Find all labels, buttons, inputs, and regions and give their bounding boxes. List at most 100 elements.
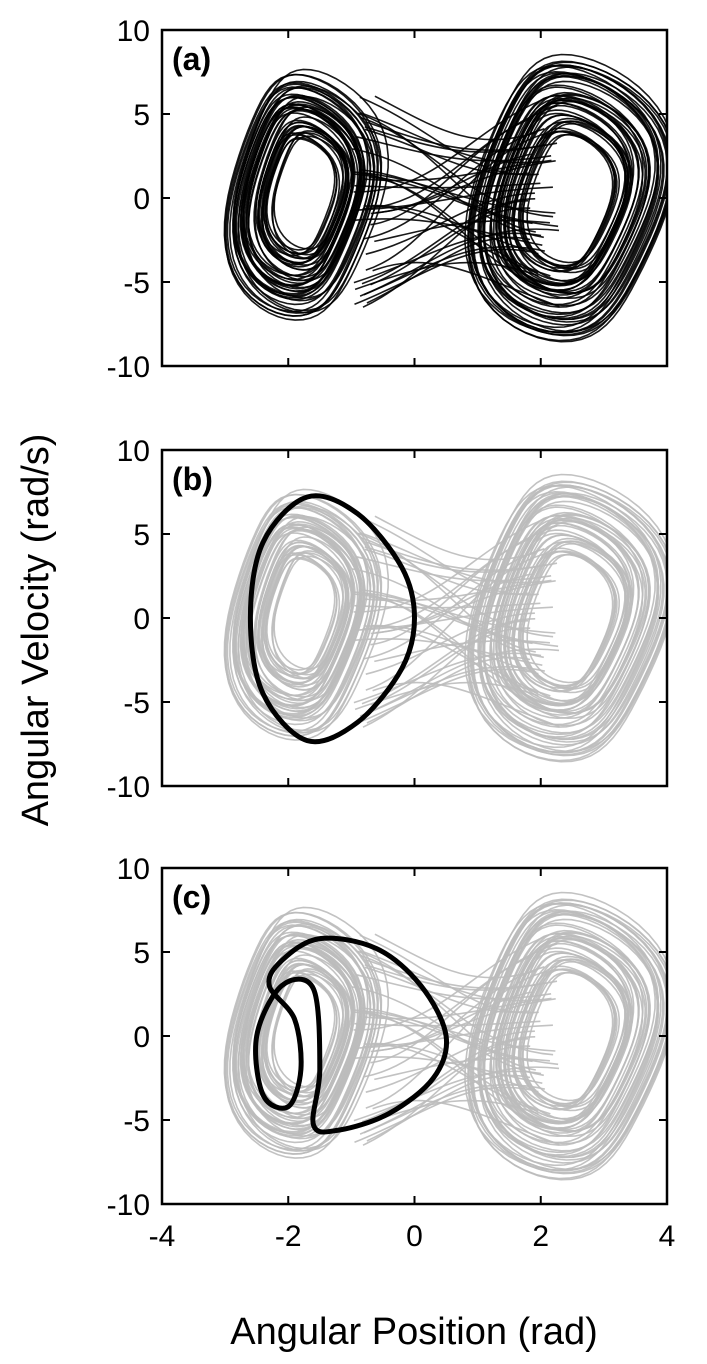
y-tick-label: -10 bbox=[107, 771, 150, 804]
attractor-trajectory bbox=[370, 627, 531, 706]
period-2-orbit bbox=[253, 935, 450, 1135]
panel-b: 10 5 0 -5 -10 (b) bbox=[107, 435, 669, 804]
attractor-trajectory bbox=[240, 526, 355, 706]
attractor-trajectory bbox=[351, 186, 553, 212]
attractor-trajectory bbox=[372, 1099, 560, 1146]
attractor-trajectory bbox=[370, 153, 531, 215]
attractor-trajectory bbox=[223, 73, 379, 317]
attractor-trajectory bbox=[360, 949, 552, 1002]
attractor-trajectory bbox=[370, 573, 531, 635]
attractor-trajectory bbox=[237, 505, 382, 732]
attractor-trajectory bbox=[504, 114, 630, 286]
x-tick-label: -2 bbox=[275, 1220, 302, 1253]
attractor-trajectory bbox=[353, 652, 542, 704]
attractor-trajectory bbox=[235, 95, 366, 301]
attractor-trajectory bbox=[255, 539, 347, 684]
attractor-trajectory bbox=[495, 102, 634, 291]
attractor-trajectory bbox=[263, 551, 344, 680]
attractor-trajectory bbox=[354, 668, 539, 726]
y-tick-label: 10 bbox=[117, 853, 150, 886]
attractor-trajectory bbox=[472, 899, 667, 1175]
attractor-trajectory bbox=[225, 501, 376, 737]
attractor-trajectory bbox=[372, 261, 560, 308]
attractor-trajectory bbox=[480, 74, 665, 326]
y-tick-label: -5 bbox=[123, 267, 150, 300]
panel-label: (a) bbox=[172, 41, 211, 77]
attractor-trajectory bbox=[480, 494, 665, 746]
attractor-trajectory bbox=[353, 232, 542, 284]
attractor-trajectory bbox=[226, 506, 371, 733]
x-tick-label: 2 bbox=[532, 1220, 549, 1253]
attractor-trajectory bbox=[232, 503, 369, 717]
attractor-trajectory bbox=[225, 81, 376, 317]
y-tick-label: 0 bbox=[133, 183, 150, 216]
attractor-trajectory bbox=[370, 207, 531, 286]
attractor-trajectory bbox=[356, 556, 552, 582]
y-axis-label: Angular Velocity (rad/s) bbox=[15, 434, 57, 827]
attractor-trajectory bbox=[504, 952, 630, 1124]
attractor-trajectory bbox=[354, 248, 539, 306]
attractor-trajectory bbox=[495, 940, 634, 1129]
panel-a: 10 5 0 -5 -10 (a) bbox=[107, 15, 669, 384]
attractor-trajectory bbox=[480, 912, 665, 1164]
y-tick-label: 10 bbox=[117, 15, 150, 48]
attractor-trajectory bbox=[247, 947, 359, 1123]
attractor-trajectory bbox=[357, 950, 536, 1071]
y-tick-label: 0 bbox=[133, 603, 150, 636]
panel-label: (b) bbox=[172, 461, 213, 497]
attractor-trajectory bbox=[354, 1086, 539, 1144]
y-tick-label: -10 bbox=[107, 1189, 150, 1222]
attractor-trajectory bbox=[353, 1070, 542, 1122]
attractor-trajectory bbox=[240, 106, 355, 286]
panel-label: (c) bbox=[172, 879, 211, 915]
x-tick-label: -4 bbox=[149, 1220, 176, 1253]
attractor-trajectory bbox=[472, 481, 667, 757]
attractor-trajectory bbox=[371, 624, 537, 674]
plot-area bbox=[223, 891, 667, 1181]
attractor-trajectory bbox=[361, 197, 536, 285]
attractor-trajectory bbox=[255, 119, 347, 264]
attractor-trajectory bbox=[351, 1024, 553, 1050]
attractor-trajectory bbox=[495, 522, 634, 711]
attractor-trajectory bbox=[374, 639, 550, 663]
y-tick-label: 0 bbox=[133, 1021, 150, 1054]
attractor-trajectory bbox=[365, 970, 547, 1109]
attractor-trajectory bbox=[374, 1057, 550, 1081]
attractor-trajectory bbox=[368, 596, 551, 697]
attractor-trajectory bbox=[504, 534, 630, 706]
attractor-trajectory bbox=[226, 86, 371, 313]
attractor-trajectory bbox=[520, 958, 632, 1112]
y-tick-label: 10 bbox=[117, 435, 150, 468]
attractor-trajectory bbox=[374, 219, 550, 243]
attractor-trajectory bbox=[360, 111, 552, 164]
plot-area bbox=[223, 473, 667, 763]
attractor-trajectory bbox=[351, 606, 553, 632]
attractor-trajectory bbox=[235, 515, 366, 721]
y-tick-label: 5 bbox=[133, 99, 150, 132]
x-axis-label: Angular Position (rad) bbox=[230, 1311, 598, 1353]
attractor-trajectory bbox=[365, 132, 547, 271]
attractor-trajectory bbox=[371, 204, 537, 254]
attractor-trajectory bbox=[368, 176, 551, 277]
attractor-trajectory bbox=[489, 514, 640, 720]
attractor-trajectory bbox=[478, 904, 667, 1171]
y-tick-label: 5 bbox=[133, 519, 150, 552]
attractor-trajectory bbox=[512, 127, 616, 269]
attractor-trajectory bbox=[471, 64, 667, 334]
attractor-trajectory bbox=[240, 944, 355, 1124]
attractor-trajectory bbox=[235, 933, 366, 1139]
attractor-trajectory bbox=[360, 954, 554, 1056]
attractor-trajectory bbox=[247, 109, 359, 285]
attractor-trajectory bbox=[245, 933, 375, 1137]
attractor-trajectory bbox=[361, 1035, 536, 1123]
attractor-series bbox=[223, 473, 667, 763]
attractor-trajectory bbox=[357, 112, 536, 233]
attractor-trajectory bbox=[263, 131, 344, 260]
attractor-trajectory bbox=[374, 933, 536, 979]
attractor-trajectory bbox=[512, 965, 616, 1107]
period-1-orbit bbox=[247, 493, 417, 745]
y-tick-label: -5 bbox=[123, 1105, 150, 1138]
attractor-trajectory bbox=[362, 172, 556, 214]
x-tick-label: 0 bbox=[406, 1220, 423, 1253]
